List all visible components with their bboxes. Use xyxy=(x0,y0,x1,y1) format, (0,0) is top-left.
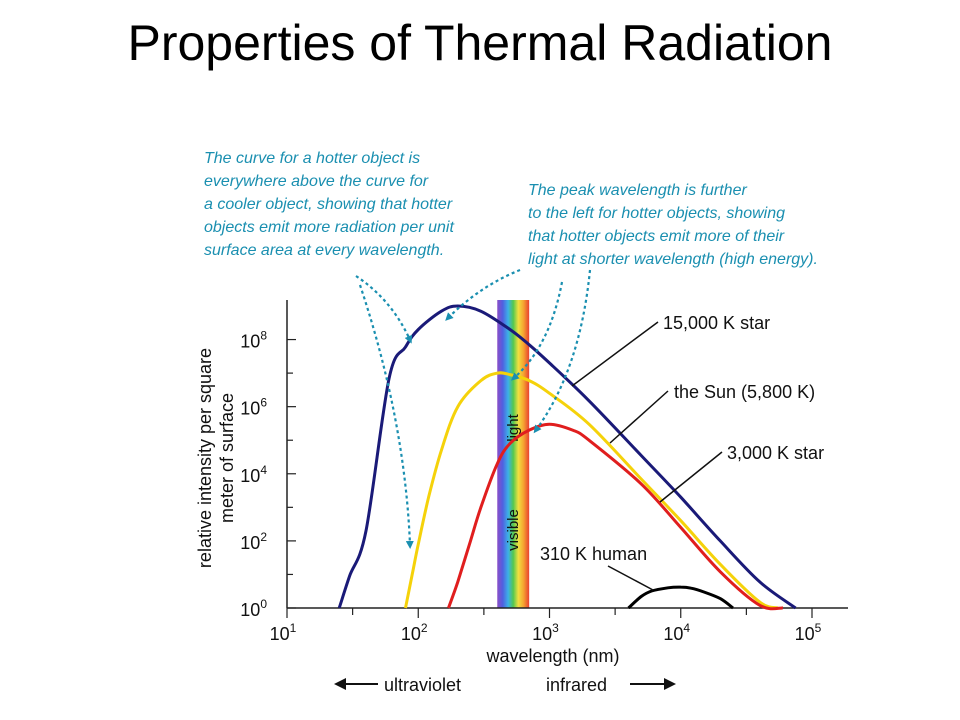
y-tick-label: 108 xyxy=(240,329,267,352)
annotation-1-line: objects emit more radiation per unit xyxy=(204,219,454,236)
x-tick-label: 104 xyxy=(663,621,690,644)
y-tick-label: 100 xyxy=(240,597,267,620)
series-label-star3000: 3,000 K star xyxy=(727,443,824,463)
x-axis-title: wavelength (nm) xyxy=(485,646,619,666)
infrared-label: infrared xyxy=(546,675,607,695)
series-label-human: 310 K human xyxy=(540,544,647,564)
annotation-arrow xyxy=(533,269,592,434)
y-axis-title: relative intensity per square xyxy=(195,348,215,568)
series-leader-star15000 xyxy=(571,321,659,387)
annotation-2-line: to the left for hotter objects, showing xyxy=(528,205,785,222)
ultraviolet-arrow-icon xyxy=(334,678,346,690)
annotation-1-line: The curve for a hotter object is xyxy=(204,150,420,167)
series-line-star15000 xyxy=(337,304,797,610)
series-line-star3000 xyxy=(447,422,784,611)
y-tick-label: 106 xyxy=(240,396,267,419)
series-leader-star3000 xyxy=(659,451,723,503)
ultraviolet-label: ultraviolet xyxy=(384,675,461,695)
x-tick-label: 102 xyxy=(401,621,428,644)
y-tick-label: 102 xyxy=(240,530,267,553)
annotation-1-line: a cooler object, showing that hotter xyxy=(204,196,453,213)
annotation-arrow xyxy=(511,281,564,381)
series-line-human xyxy=(627,585,734,610)
annotation-2-line: The peak wavelength is further xyxy=(528,182,747,199)
series-line-sun xyxy=(404,371,779,610)
x-tick-label: 101 xyxy=(270,621,297,644)
annotation-1-line: everywhere above the curve for xyxy=(204,173,429,190)
band-label-visible: visible xyxy=(505,509,522,551)
annotation-2-line: that hotter objects emit more of their xyxy=(528,228,785,245)
series-label-star15000: 15,000 K star xyxy=(663,313,770,333)
annotation-arrow xyxy=(355,275,413,344)
band-label-light: light xyxy=(505,413,522,441)
annotation-1-line: surface area at every wavelength. xyxy=(204,242,444,259)
annotation-arrow xyxy=(445,268,521,321)
annotation-2-line: light at shorter wavelength (high energy… xyxy=(528,251,818,268)
y-tick-label: 104 xyxy=(240,463,267,486)
series-label-sun: the Sun (5,800 K) xyxy=(674,382,815,402)
series-leader-human xyxy=(607,565,654,591)
y-axis-title: meter of surface xyxy=(217,393,237,523)
series-leader-sun xyxy=(609,390,669,444)
x-tick-label: 103 xyxy=(532,621,559,644)
infrared-arrow-icon xyxy=(664,678,676,690)
slide-title: Properties of Thermal Radiation xyxy=(127,15,833,71)
x-tick-label: 105 xyxy=(795,621,822,644)
